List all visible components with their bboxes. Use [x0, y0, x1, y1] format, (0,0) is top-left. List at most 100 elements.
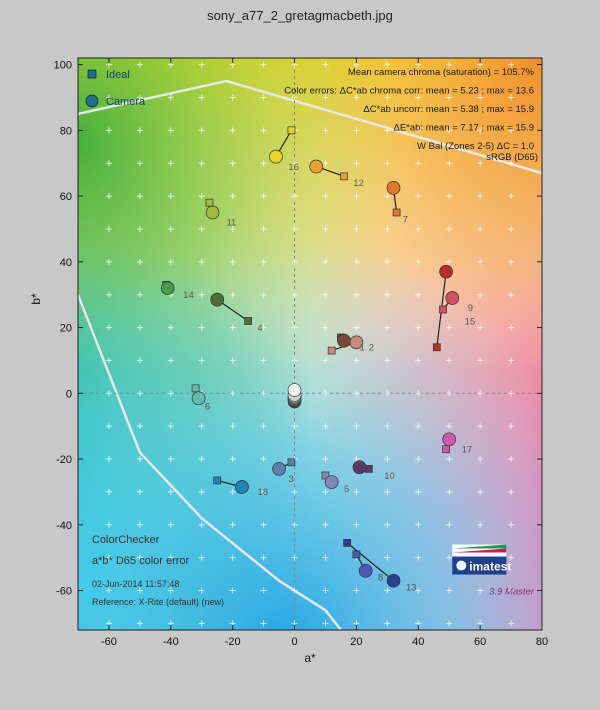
- grid-plus: [167, 160, 174, 167]
- grid-plus: [198, 324, 205, 331]
- grid-plus: [446, 258, 453, 265]
- grid-plus: [384, 324, 391, 331]
- grid-plus: [384, 423, 391, 430]
- grid-plus: [508, 324, 515, 331]
- patch-label-18: 18: [257, 487, 268, 498]
- ideal-marker-12: [340, 172, 348, 181]
- info-line-1: Mean camera chroma (saturation) = 105.7%: [348, 67, 535, 78]
- grid-plus: [167, 258, 174, 265]
- grid-plus: [508, 127, 515, 134]
- grid-plus: [105, 521, 112, 528]
- camera-marker-8: [358, 563, 373, 578]
- grid-plus: [508, 587, 515, 594]
- grid-plus: [477, 488, 484, 495]
- grid-plus: [322, 94, 329, 101]
- ideal-marker-11: [205, 198, 214, 207]
- patch-label-5: 5: [344, 484, 349, 495]
- y-tick-label: 40: [60, 257, 72, 269]
- grid-plus: [508, 258, 515, 265]
- grid-plus: [508, 94, 515, 101]
- grid-plus: [105, 258, 112, 265]
- ideal-marker-2: [327, 346, 336, 355]
- grid-plus: [167, 390, 174, 397]
- grid-plus: [105, 291, 112, 298]
- grid-plus: [384, 61, 391, 68]
- grid-plus: [446, 554, 453, 561]
- grid-plus: [229, 554, 236, 561]
- grid-plus: [291, 225, 298, 232]
- grid-plus: [291, 324, 298, 331]
- grid-plus: [198, 94, 205, 101]
- grid-plus: [322, 127, 329, 134]
- grid-plus: [322, 357, 329, 364]
- grid-plus: [415, 291, 422, 298]
- camera-marker-7: [386, 181, 401, 195]
- grid-plus: [136, 423, 143, 430]
- grid-plus: [353, 357, 360, 364]
- grid-plus: [353, 521, 360, 528]
- y-tick-label: 60: [60, 191, 72, 203]
- grid-plus: [229, 127, 236, 134]
- grid-plus: [198, 357, 205, 364]
- y-axis-label: b*: [29, 293, 43, 305]
- legend-camera-label: Camera: [106, 96, 146, 108]
- grid-plus: [260, 127, 267, 134]
- grid-plus: [353, 193, 360, 200]
- grid-plus: [322, 521, 329, 528]
- grid-plus: [229, 521, 236, 528]
- camera-marker-13: [386, 573, 401, 588]
- grid-plus: [384, 225, 391, 232]
- grid-plus: [167, 521, 174, 528]
- grid-plus: [167, 587, 174, 594]
- grid-plus: [477, 225, 484, 232]
- camera-marker-4: [210, 292, 225, 307]
- info-line-2: Color errors: ΔC*ab chroma corr: mean = …: [284, 86, 534, 97]
- camera-marker-14: [160, 281, 175, 295]
- x-axis-label: a*: [304, 651, 316, 665]
- grid-plus: [508, 456, 515, 463]
- grid-plus: [198, 61, 205, 68]
- grid-plus: [322, 160, 329, 167]
- grid-plus: [260, 160, 267, 167]
- camera-marker-15: [439, 264, 453, 279]
- ideal-marker-17: [442, 445, 450, 454]
- patch-label-12: 12: [353, 178, 364, 189]
- grid-plus: [322, 488, 329, 495]
- grid-plus: [260, 357, 267, 364]
- grid-plus: [136, 61, 143, 68]
- grid-plus: [508, 160, 515, 167]
- grid-plus: [322, 225, 329, 232]
- grid-plus: [353, 324, 360, 331]
- logo-text: imatest: [469, 560, 511, 574]
- grid-plus: [446, 61, 453, 68]
- ideal-marker-4: [244, 317, 252, 325]
- grid-plus: [136, 554, 143, 561]
- grid-plus: [198, 160, 205, 167]
- grid-plus: [384, 554, 391, 561]
- grid-plus: [322, 620, 329, 627]
- grid-plus: [136, 488, 143, 495]
- patch-label-15: 15: [465, 316, 476, 327]
- grid-plus: [477, 423, 484, 430]
- grid-plus: [477, 521, 484, 528]
- grid-plus: [198, 225, 205, 232]
- legend-ideal-label: Ideal: [106, 69, 130, 81]
- imatest-logo: imatest 3.9 Master: [452, 544, 535, 598]
- grid-plus: [353, 160, 360, 167]
- grid-plus: [353, 423, 360, 430]
- ideal-marker-7: [392, 208, 401, 217]
- grid-plus: [198, 291, 205, 298]
- ideal-marker-15: [432, 343, 441, 352]
- grid-plus: [322, 390, 329, 397]
- grid-plus: [260, 193, 267, 200]
- grid-plus: [322, 258, 329, 265]
- grid-plus: [105, 324, 112, 331]
- grid-plus: [260, 488, 267, 495]
- camera-marker-19: [287, 383, 302, 397]
- grid-plus: [477, 127, 484, 134]
- ideal-marker-18: [213, 476, 222, 485]
- grid-plus: [291, 258, 298, 265]
- grid-plus: [291, 94, 298, 101]
- plot-frame: [77, 57, 543, 631]
- grid-plus: [353, 127, 360, 134]
